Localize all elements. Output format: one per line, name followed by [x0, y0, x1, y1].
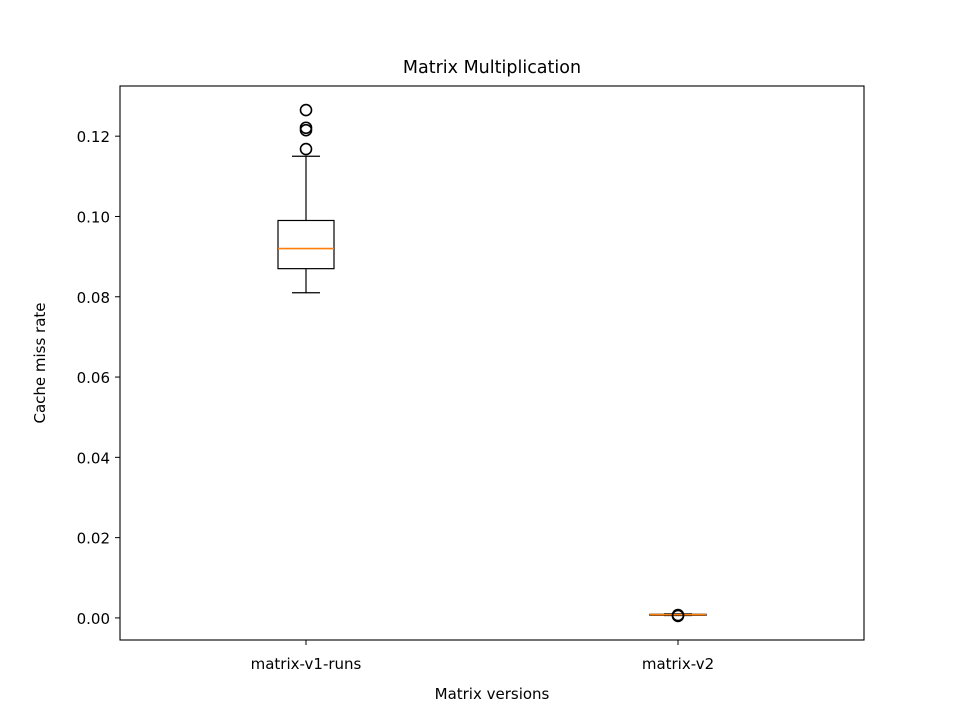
y-tick-label: 0.10	[77, 208, 110, 226]
iqr-box	[277, 219, 335, 270]
y-axis: 0.00 0.02 0.04 0.06 0.08 0.10 0.12	[77, 128, 120, 628]
x-axis-label: Matrix versions	[435, 685, 550, 703]
y-axis-label: Cache miss rate	[31, 302, 49, 423]
y-tick-label: 0.06	[77, 369, 110, 387]
x-tick-label: matrix-v2	[642, 655, 714, 673]
y-tick-label: 0.04	[77, 449, 110, 467]
y-tick-label: 0.12	[77, 128, 110, 146]
x-axis: matrix-v1-runs matrix-v2	[251, 640, 714, 673]
outlier-point	[299, 142, 313, 156]
x-tick-label: matrix-v1-runs	[251, 655, 362, 673]
outlier-point	[299, 121, 313, 135]
y-tick-label: 0.02	[77, 530, 110, 548]
outlier-point	[299, 103, 313, 117]
plot-area	[277, 103, 707, 623]
outlier-point	[671, 608, 685, 622]
y-tick-label: 0.00	[77, 610, 110, 628]
y-tick-label: 0.08	[77, 289, 110, 307]
chart-title: Matrix Multiplication	[403, 58, 581, 78]
axes-frame	[119, 85, 865, 641]
box-matrix-v2	[649, 608, 707, 623]
box-matrix-v1-runs	[277, 103, 335, 294]
